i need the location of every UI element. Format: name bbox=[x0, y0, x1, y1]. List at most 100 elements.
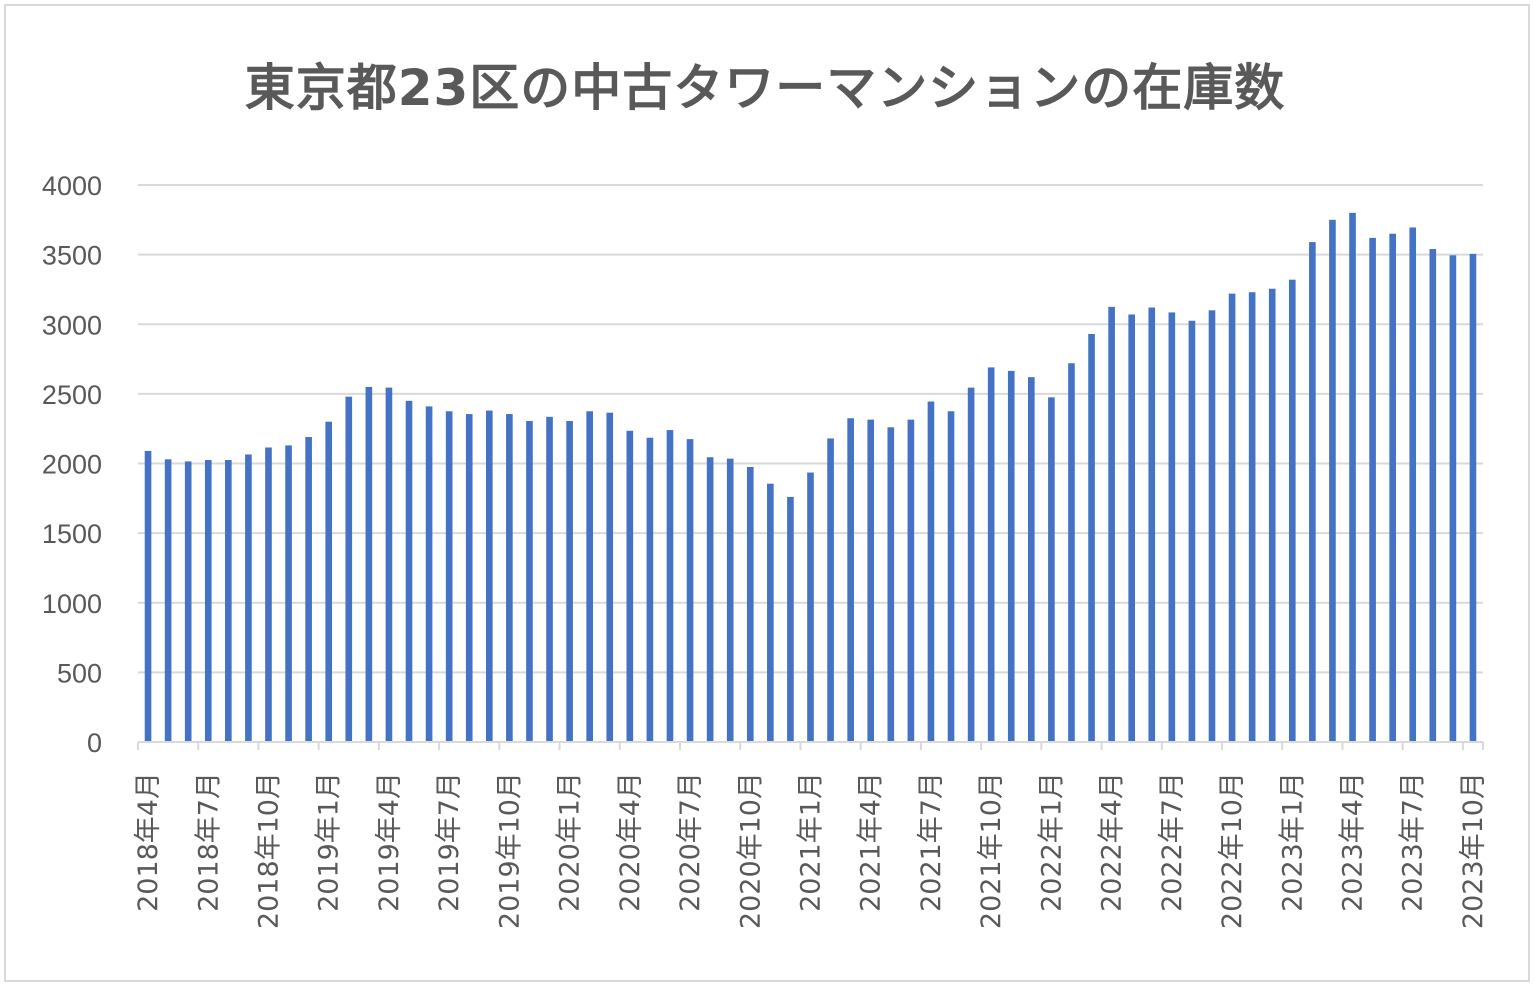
x-tick-label: 2020年7月 bbox=[675, 772, 706, 912]
y-tick-label: 0 bbox=[87, 728, 102, 758]
bar bbox=[767, 483, 774, 742]
bar bbox=[405, 400, 413, 742]
y-tick-label: 2000 bbox=[42, 450, 102, 480]
bar bbox=[606, 412, 614, 742]
x-tick-label: 2019年10月 bbox=[494, 772, 525, 929]
x-tick-label: 2018年10月 bbox=[253, 772, 284, 929]
bar bbox=[586, 411, 593, 742]
y-tick-label: 500 bbox=[57, 658, 102, 688]
bar bbox=[1429, 249, 1437, 742]
bar bbox=[726, 458, 734, 742]
bar bbox=[465, 414, 473, 742]
x-tick-label: 2021年10月 bbox=[976, 772, 1007, 929]
bar bbox=[706, 457, 714, 742]
bar bbox=[385, 387, 393, 742]
bar bbox=[425, 406, 433, 742]
x-tick-label: 2019年4月 bbox=[374, 772, 405, 912]
bar bbox=[265, 447, 272, 742]
bar bbox=[847, 418, 854, 742]
bar bbox=[666, 430, 674, 742]
x-tick-label: 2021年4月 bbox=[856, 772, 887, 912]
bar bbox=[1048, 397, 1055, 742]
bar bbox=[305, 437, 312, 742]
x-tick-label: 2018年7月 bbox=[193, 772, 224, 912]
bar bbox=[1188, 320, 1196, 742]
bar bbox=[546, 416, 553, 742]
bar bbox=[1288, 279, 1296, 742]
bar bbox=[947, 411, 955, 742]
bar bbox=[907, 419, 915, 742]
bar bbox=[285, 445, 292, 742]
bar bbox=[1148, 307, 1156, 742]
bar bbox=[1108, 306, 1115, 742]
x-tick-label: 2019年1月 bbox=[314, 772, 345, 912]
bar bbox=[225, 460, 232, 742]
bar bbox=[1309, 242, 1316, 742]
y-tick-label: 3500 bbox=[42, 241, 102, 271]
bar bbox=[1088, 333, 1095, 742]
bar bbox=[506, 414, 513, 742]
bar bbox=[1007, 370, 1015, 742]
bar bbox=[204, 460, 212, 742]
bar bbox=[1028, 377, 1035, 742]
bar bbox=[967, 387, 975, 742]
bar bbox=[787, 496, 794, 742]
x-tick-label: 2023年10月 bbox=[1458, 772, 1489, 929]
y-tick-label: 2500 bbox=[42, 380, 102, 410]
bar bbox=[325, 421, 333, 742]
bar bbox=[927, 401, 935, 742]
x-tick-label: 2020年1月 bbox=[555, 772, 586, 912]
x-tick-label: 2020年4月 bbox=[615, 772, 646, 912]
bar bbox=[1208, 310, 1216, 742]
bar bbox=[987, 367, 995, 742]
x-tick-label: 2023年4月 bbox=[1338, 772, 1369, 912]
x-tick-label: 2023年1月 bbox=[1277, 772, 1308, 912]
bar bbox=[1329, 219, 1336, 742]
bar bbox=[1268, 288, 1276, 742]
bar bbox=[1349, 212, 1356, 743]
x-tick-label: 2020年10月 bbox=[735, 772, 766, 929]
bar bbox=[164, 459, 172, 742]
x-tick-label: 2023年7月 bbox=[1398, 772, 1429, 912]
bar bbox=[686, 439, 694, 742]
bar bbox=[1128, 314, 1136, 742]
chart-title: 東京都23区の中古タワーマンションの在庫数 bbox=[244, 59, 1286, 117]
bar bbox=[1469, 253, 1477, 742]
x-tick-label: 2018年4月 bbox=[133, 772, 164, 912]
x-tick-label: 2022年10月 bbox=[1217, 772, 1248, 929]
x-tick-label: 2021年7月 bbox=[916, 772, 947, 912]
bar bbox=[1228, 293, 1236, 742]
bar bbox=[867, 419, 875, 742]
bar bbox=[746, 466, 754, 742]
bar bbox=[184, 461, 192, 742]
bar bbox=[887, 427, 895, 742]
bar bbox=[526, 421, 533, 742]
bar bbox=[1248, 292, 1256, 742]
bar bbox=[626, 430, 634, 742]
bar bbox=[646, 437, 654, 742]
x-tick-label: 2019年7月 bbox=[434, 772, 465, 912]
bar bbox=[1369, 237, 1376, 743]
bar bbox=[566, 421, 573, 742]
bar bbox=[144, 450, 152, 742]
bar bbox=[365, 386, 373, 742]
y-tick-label: 1500 bbox=[42, 519, 102, 549]
bar bbox=[1449, 255, 1457, 743]
bar bbox=[1409, 227, 1417, 742]
x-tick-label: 2021年1月 bbox=[796, 772, 827, 912]
x-tick-label: 2022年4月 bbox=[1097, 772, 1128, 912]
bar bbox=[445, 411, 453, 742]
bar bbox=[807, 472, 814, 742]
y-tick-label: 3000 bbox=[42, 310, 102, 340]
x-tick-label: 2022年7月 bbox=[1157, 772, 1188, 912]
bar bbox=[245, 454, 252, 742]
y-tick-label: 4000 bbox=[42, 171, 102, 201]
chart-frame bbox=[4, 4, 1530, 982]
bar bbox=[345, 396, 353, 742]
x-tick-label: 2022年1月 bbox=[1036, 772, 1067, 912]
bar bbox=[827, 438, 834, 742]
bar bbox=[1168, 312, 1176, 742]
bar bbox=[1068, 363, 1075, 742]
y-tick-label: 1000 bbox=[42, 589, 102, 619]
